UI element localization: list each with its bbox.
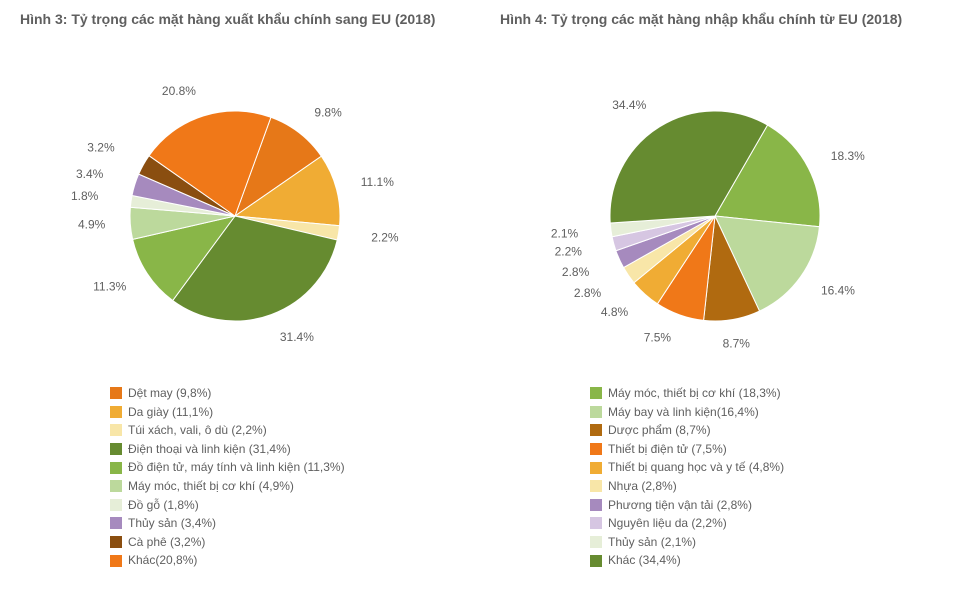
pie-slice-label: 11.1% bbox=[361, 175, 394, 189]
legend-swatch-icon bbox=[110, 462, 122, 474]
legend-label: Thủy sản (2,1%) bbox=[608, 533, 696, 552]
legend-label: Dệt may (9,8%) bbox=[128, 384, 211, 403]
legend-label: Máy bay và linh kiện(16,4%) bbox=[608, 403, 759, 422]
pie-slice-label: 2.8% bbox=[562, 265, 590, 279]
legend-item: Thiết bị quang học và y tế (4,8%) bbox=[590, 458, 950, 477]
pie-slice-label: 4.8% bbox=[601, 305, 629, 319]
legend-label: Dược phẩm (8,7%) bbox=[608, 421, 711, 440]
legend-label: Nguyên liệu da (2,2%) bbox=[608, 514, 727, 533]
legend-label: Thiết bị điện tử (7,5%) bbox=[608, 440, 727, 459]
legend-label: Da giày (11,1%) bbox=[128, 403, 213, 422]
legend-swatch-icon bbox=[590, 387, 602, 399]
pie-slice-label: 2.2% bbox=[371, 230, 399, 244]
legend-item: Dệt may (9,8%) bbox=[110, 384, 470, 403]
chart1-title: Hình 3: Tỷ trọng các mặt hàng xuất khẩu … bbox=[20, 10, 470, 46]
pie-slice-label: 11.3% bbox=[93, 279, 126, 293]
legend-swatch-icon bbox=[590, 462, 602, 474]
legend-item: Nhựa (2,8%) bbox=[590, 477, 950, 496]
chart2-legend: Máy móc, thiết bị cơ khí (18,3%)Máy bay … bbox=[500, 384, 950, 570]
legend-item: Phương tiện vận tải (2,8%) bbox=[590, 496, 950, 515]
legend-item: Túi xách, vali, ô dù (2,2%) bbox=[110, 421, 470, 440]
legend-swatch-icon bbox=[110, 536, 122, 548]
pie-slice-label: 20.8% bbox=[162, 84, 196, 98]
chart1-pie-wrap: 9.8% 11.1% 2.2% 31.4% 11.3% 4.9% 1.8% 3.4% 3.2% 2… bbox=[20, 66, 470, 366]
legend-item: Cà phê (3,2%) bbox=[110, 533, 470, 552]
pie-slice-label: 4.9% bbox=[78, 217, 106, 231]
legend-swatch-icon bbox=[590, 406, 602, 418]
chart2-title: Hình 4: Tỷ trọng các mặt hàng nhập khẩu … bbox=[500, 10, 950, 46]
legend-swatch-icon bbox=[590, 480, 602, 492]
legend-item: Đồ gỗ (1,8%) bbox=[110, 496, 470, 515]
legend-swatch-icon bbox=[110, 499, 122, 511]
page: Hình 3: Tỷ trọng các mặt hàng xuất khẩu … bbox=[0, 0, 970, 607]
legend-item: Máy móc, thiết bị cơ khí (4,9%) bbox=[110, 477, 470, 496]
legend-label: Phương tiện vận tải (2,8%) bbox=[608, 496, 752, 515]
legend-item: Da giày (11,1%) bbox=[110, 403, 470, 422]
legend-swatch-icon bbox=[110, 443, 122, 455]
legend-label: Đồ điện tử, máy tính và linh kiện (11,3%… bbox=[128, 458, 345, 477]
legend-swatch-icon bbox=[590, 555, 602, 567]
pie-slice-label: 3.4% bbox=[76, 167, 104, 181]
legend-label: Điện thoại và linh kiện (31,4%) bbox=[128, 440, 291, 459]
pie-slice-label: 18.3% bbox=[831, 149, 865, 163]
legend-item: Khác(20,8%) bbox=[110, 551, 470, 570]
legend-item: Điện thoại và linh kiện (31,4%) bbox=[110, 440, 470, 459]
pie-slice-label: 2.1% bbox=[551, 226, 579, 240]
legend-swatch-icon bbox=[110, 555, 122, 567]
legend-label: Thủy sản (3,4%) bbox=[128, 514, 216, 533]
chart1-pie: 9.8% 11.1% 2.2% 31.4% 11.3% 4.9% 1.8% 3.4% 3.2% 2… bbox=[25, 66, 465, 366]
pie-slice-label: 8.7% bbox=[723, 336, 751, 350]
pie-slice-label: 7.5% bbox=[644, 331, 672, 345]
legend-item: Nguyên liệu da (2,2%) bbox=[590, 514, 950, 533]
legend-item: Thiết bị điện tử (7,5%) bbox=[590, 440, 950, 459]
legend-swatch-icon bbox=[110, 480, 122, 492]
legend-item: Máy móc, thiết bị cơ khí (18,3%) bbox=[590, 384, 950, 403]
legend-swatch-icon bbox=[110, 387, 122, 399]
legend-item: Thủy sản (3,4%) bbox=[110, 514, 470, 533]
legend-label: Cà phê (3,2%) bbox=[128, 533, 205, 552]
pie-slice-label: 34.4% bbox=[612, 98, 646, 112]
legend-label: Khác(20,8%) bbox=[128, 551, 197, 570]
chart2-pie-wrap: 18.3% 16.4% 8.7% 7.5% 4.8% 2.8% 2.8% 2.2% 2.1% 34… bbox=[500, 66, 950, 366]
legend-label: Máy móc, thiết bị cơ khí (18,3%) bbox=[608, 384, 781, 403]
legend-swatch-icon bbox=[590, 499, 602, 511]
pie-slice-label: 9.8% bbox=[314, 105, 342, 119]
chart2-pie: 18.3% 16.4% 8.7% 7.5% 4.8% 2.8% 2.8% 2.2% 2.1% 34… bbox=[505, 66, 945, 366]
legend-label: Đồ gỗ (1,8%) bbox=[128, 496, 199, 515]
legend-label: Khác (34,4%) bbox=[608, 551, 681, 570]
legend-label: Nhựa (2,8%) bbox=[608, 477, 677, 496]
legend-label: Máy móc, thiết bị cơ khí (4,9%) bbox=[128, 477, 294, 496]
legend-swatch-icon bbox=[590, 536, 602, 548]
legend-swatch-icon bbox=[110, 424, 122, 436]
legend-swatch-icon bbox=[110, 517, 122, 529]
chart1-legend: Dệt may (9,8%)Da giày (11,1%)Túi xách, v… bbox=[20, 384, 470, 570]
legend-swatch-icon bbox=[590, 443, 602, 455]
legend-item: Thủy sản (2,1%) bbox=[590, 533, 950, 552]
chart2-panel: Hình 4: Tỷ trọng các mặt hàng nhập khẩu … bbox=[500, 10, 950, 597]
legend-item: Đồ điện tử, máy tính và linh kiện (11,3%… bbox=[110, 458, 470, 477]
legend-item: Dược phẩm (8,7%) bbox=[590, 421, 950, 440]
pie-slice-label: 16.4% bbox=[821, 283, 855, 297]
pie-slice-label: 3.2% bbox=[87, 141, 115, 155]
legend-swatch-icon bbox=[590, 517, 602, 529]
legend-item: Máy bay và linh kiện(16,4%) bbox=[590, 403, 950, 422]
pie-slice-label: 1.8% bbox=[71, 189, 99, 203]
legend-label: Thiết bị quang học và y tế (4,8%) bbox=[608, 458, 784, 477]
pie-slice-label: 2.8% bbox=[574, 286, 602, 300]
legend-item: Khác (34,4%) bbox=[590, 551, 950, 570]
legend-label: Túi xách, vali, ô dù (2,2%) bbox=[128, 421, 267, 440]
pie-slice-label: 31.4% bbox=[280, 330, 314, 344]
legend-swatch-icon bbox=[110, 406, 122, 418]
chart1-panel: Hình 3: Tỷ trọng các mặt hàng xuất khẩu … bbox=[20, 10, 470, 597]
pie-slice-label: 2.2% bbox=[555, 245, 583, 259]
legend-swatch-icon bbox=[590, 424, 602, 436]
